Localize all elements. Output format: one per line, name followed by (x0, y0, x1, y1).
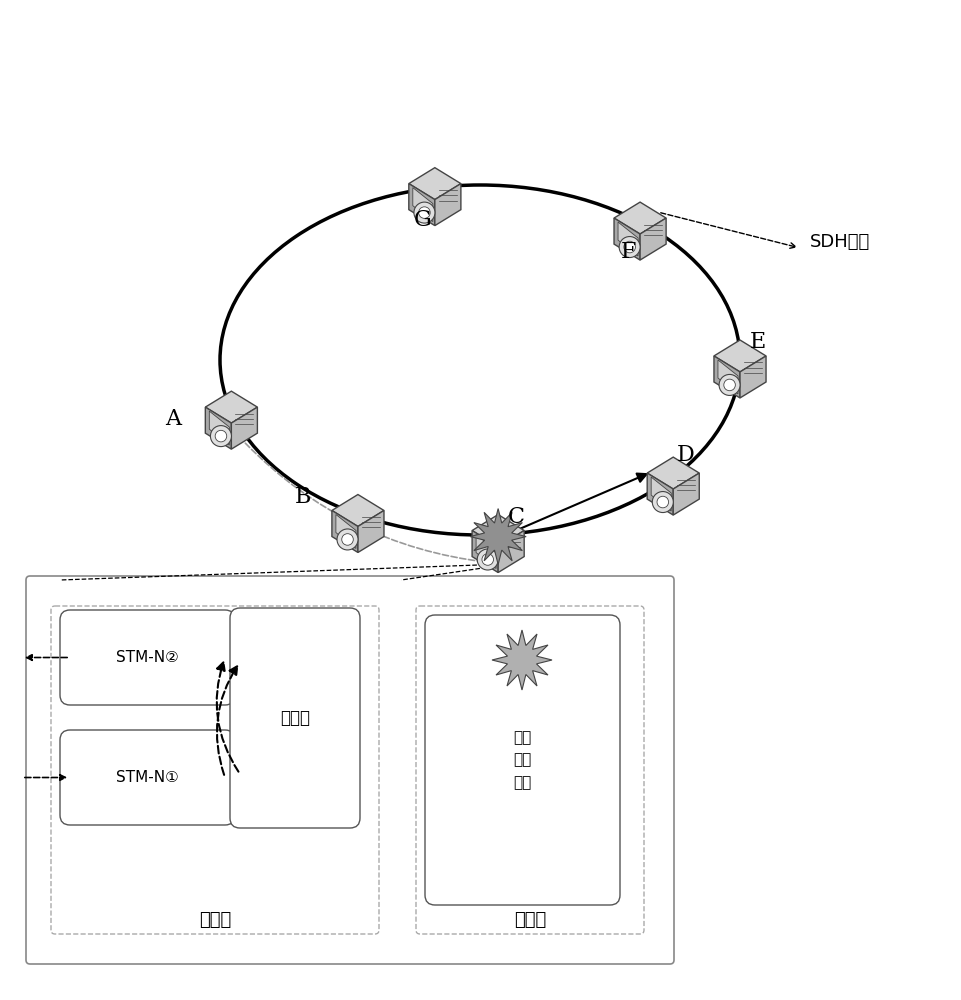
Polygon shape (713, 340, 765, 372)
Text: 客户侧: 客户侧 (513, 911, 546, 929)
Polygon shape (651, 477, 671, 511)
Polygon shape (205, 391, 258, 423)
Polygon shape (498, 531, 524, 573)
Circle shape (624, 241, 635, 253)
Text: E: E (749, 331, 765, 353)
Polygon shape (408, 184, 434, 226)
Polygon shape (470, 509, 526, 565)
Polygon shape (739, 356, 765, 398)
Polygon shape (713, 356, 739, 398)
Text: 交叉板: 交叉板 (280, 709, 309, 727)
Polygon shape (412, 188, 432, 222)
Text: 网络侧: 网络侧 (199, 911, 231, 929)
Circle shape (656, 496, 668, 508)
Polygon shape (639, 218, 665, 260)
FancyArrowPatch shape (245, 443, 487, 562)
FancyBboxPatch shape (26, 576, 674, 964)
Text: C: C (507, 506, 524, 528)
FancyBboxPatch shape (51, 606, 379, 934)
Polygon shape (472, 515, 524, 546)
Text: A: A (165, 408, 182, 430)
Polygon shape (332, 510, 357, 552)
FancyArrowPatch shape (520, 474, 646, 528)
Polygon shape (613, 202, 665, 234)
Polygon shape (205, 407, 231, 449)
Polygon shape (673, 473, 699, 515)
Circle shape (418, 207, 430, 218)
Circle shape (215, 430, 227, 442)
Polygon shape (491, 630, 552, 690)
Circle shape (336, 529, 357, 550)
Polygon shape (647, 473, 673, 515)
Circle shape (718, 374, 739, 395)
Polygon shape (717, 360, 737, 394)
Circle shape (481, 554, 493, 565)
Text: 接入
数据
单板: 接入 数据 单板 (512, 730, 530, 790)
Text: STM-N②: STM-N② (116, 650, 179, 665)
FancyArrowPatch shape (216, 662, 238, 772)
Circle shape (723, 379, 734, 391)
Circle shape (652, 492, 673, 513)
Text: D: D (676, 444, 694, 466)
Text: G: G (413, 209, 431, 231)
FancyBboxPatch shape (60, 610, 234, 705)
Text: SDH设备: SDH设备 (809, 233, 870, 251)
Polygon shape (476, 535, 496, 569)
Circle shape (619, 237, 639, 258)
Circle shape (341, 534, 353, 545)
Polygon shape (472, 531, 498, 573)
Circle shape (210, 426, 232, 447)
Polygon shape (408, 168, 460, 200)
Polygon shape (335, 514, 356, 548)
Polygon shape (617, 222, 637, 256)
FancyBboxPatch shape (230, 608, 359, 828)
Text: B: B (294, 486, 310, 508)
Polygon shape (647, 457, 699, 489)
Polygon shape (357, 510, 383, 552)
FancyArrowPatch shape (216, 666, 237, 775)
FancyBboxPatch shape (425, 615, 619, 905)
Polygon shape (613, 218, 639, 260)
Text: STM-N①: STM-N① (116, 770, 179, 785)
Text: F: F (620, 241, 635, 263)
Polygon shape (434, 184, 460, 226)
Polygon shape (209, 411, 229, 445)
Polygon shape (332, 495, 383, 526)
FancyBboxPatch shape (415, 606, 643, 934)
FancyBboxPatch shape (60, 730, 234, 825)
Circle shape (477, 549, 498, 570)
Polygon shape (231, 407, 258, 449)
Circle shape (413, 202, 434, 223)
